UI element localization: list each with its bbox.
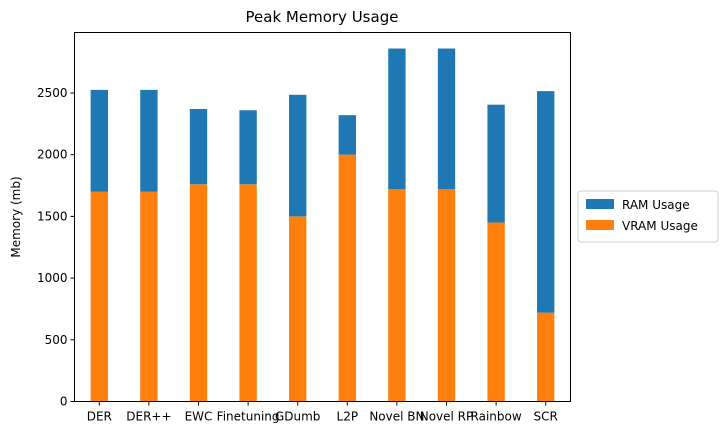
x-tick-label: Finetuning (217, 410, 280, 424)
y-tick-label: 0 (60, 395, 68, 409)
bar-vram-usage-der (90, 191, 108, 402)
bar-ram-usage-l2p (338, 115, 356, 155)
bar-vram-usage-finetuning (239, 184, 257, 402)
y-tick-label: 1000 (37, 271, 68, 285)
x-tick-label: DER++ (126, 410, 171, 424)
bar-vram-usage-l2p (338, 154, 356, 402)
x-tick-label: Rainbow (471, 410, 522, 424)
y-tick-label: 2500 (37, 86, 68, 100)
x-tick-label: SCR (534, 410, 558, 424)
bar-vram-usage-ewc (189, 184, 208, 402)
bars-group (90, 48, 555, 402)
x-tick-label: L2P (337, 410, 359, 424)
x-tick-label: Novel RP (420, 410, 474, 424)
y-tick-label: 1500 (37, 209, 68, 223)
bar-vram-usage-novel-bn (388, 189, 406, 402)
bar-vram-usage-der- (140, 191, 158, 402)
legend: RAM Usage VRAM Usage (577, 190, 719, 243)
bar-ram-usage-gdumb (289, 94, 307, 217)
bar-vram-usage-gdumb (289, 216, 307, 402)
legend-swatch (586, 220, 614, 230)
bar-ram-usage-der (90, 89, 108, 192)
y-tick-label: 500 (45, 333, 68, 347)
bar-ram-usage-scr (537, 91, 555, 313)
x-tick-label: GDumb (275, 410, 320, 424)
plot-frame (74, 32, 571, 402)
bar-ram-usage-novel-bn (388, 48, 406, 190)
legend-label: RAM Usage (622, 198, 690, 212)
x-tick-label: Novel BN (369, 410, 424, 424)
y-tick-label: 2000 (37, 148, 68, 162)
x-tick-label: EWC (185, 410, 213, 424)
bar-ram-usage-novel-rp (437, 48, 456, 190)
y-axis: 0 500 1000 1500 2000 2500 (37, 86, 75, 409)
bar-ram-usage-finetuning (239, 110, 257, 185)
bar-vram-usage-rainbow (487, 222, 505, 402)
bar-ram-usage-rainbow (487, 104, 505, 223)
bar-vram-usage-novel-rp (437, 189, 456, 402)
bar-ram-usage-ewc (189, 109, 208, 185)
x-tick-label: DER (87, 410, 112, 424)
legend-swatch (586, 199, 614, 209)
chart-title: Peak Memory Usage (246, 8, 399, 26)
bar-ram-usage-der- (140, 89, 158, 192)
bar-vram-usage-scr (537, 312, 555, 402)
legend-label: VRAM Usage (622, 219, 698, 233)
y-axis-label: Memory (mb) (9, 176, 23, 257)
